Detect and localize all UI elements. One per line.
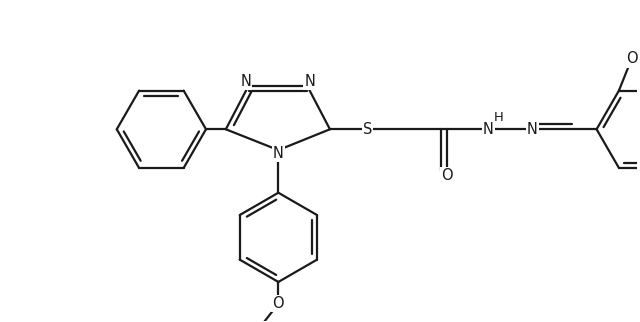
Text: O: O xyxy=(441,168,452,183)
Text: O: O xyxy=(273,296,284,311)
Text: N: N xyxy=(273,146,284,161)
Text: S: S xyxy=(363,122,372,137)
Text: O: O xyxy=(626,52,637,66)
Text: N: N xyxy=(527,122,538,137)
Text: H: H xyxy=(493,111,503,124)
Text: N: N xyxy=(305,74,316,89)
Text: N: N xyxy=(483,122,494,137)
Text: N: N xyxy=(240,74,251,89)
